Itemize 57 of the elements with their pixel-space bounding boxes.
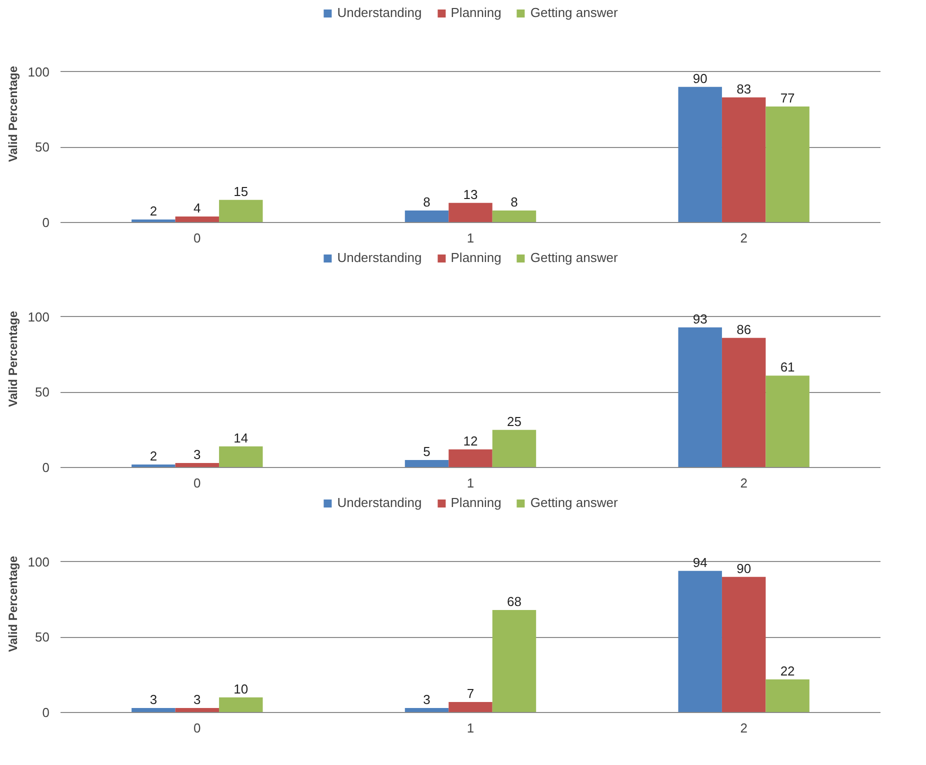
y-tick-label: 100 <box>28 64 50 80</box>
data-label: 77 <box>780 90 795 106</box>
legend-label: Understanding <box>337 250 422 265</box>
legend-label: Planning <box>450 250 502 265</box>
legend-label: Getting answer <box>530 495 618 510</box>
x-tick-label: 0 <box>194 720 201 736</box>
data-label: 83 <box>736 81 752 96</box>
x-tick-label: 1 <box>466 720 474 736</box>
data-label: 10 <box>234 681 248 696</box>
x-tick-label: 2 <box>740 476 748 490</box>
data-label: 14 <box>234 430 248 446</box>
y-tick-label: 100 <box>28 554 50 570</box>
data-label: 3 <box>194 692 201 707</box>
data-label: 4 <box>194 200 201 216</box>
x-tick-label: 2 <box>740 720 748 736</box>
data-label: 93 <box>692 311 708 326</box>
data-label: 86 <box>736 322 752 337</box>
y-tick-label: 0 <box>42 460 50 475</box>
legend-label: Planning <box>450 5 502 20</box>
data-label: 15 <box>234 184 248 199</box>
y-axis-title: Valid Percentage <box>6 310 20 408</box>
data-label: 25 <box>507 414 522 429</box>
data-label: 5 <box>423 444 430 459</box>
data-label: 22 <box>780 663 795 678</box>
y-tick-label: 0 <box>42 215 50 230</box>
y-tick-label: 50 <box>35 384 50 400</box>
data-label: 3 <box>194 446 201 462</box>
legend-label: Getting answer <box>530 250 618 265</box>
data-label: 13 <box>463 186 478 202</box>
y-tick-label: 50 <box>35 630 50 645</box>
data-label: 2 <box>150 448 158 464</box>
data-label: 90 <box>692 70 708 86</box>
data-label: 8 <box>510 194 518 210</box>
data-label: 90 <box>736 560 752 576</box>
x-tick-label: 0 <box>194 476 201 490</box>
data-label: 94 <box>692 554 708 570</box>
data-label: 7 <box>466 686 474 701</box>
x-tick-label: 2 <box>740 230 748 246</box>
data-label: 8 <box>423 194 430 210</box>
y-axis-title: Valid Percentage <box>6 556 20 652</box>
y-axis-title: Valid Percentage <box>6 66 20 162</box>
legend-label: Planning <box>450 495 502 510</box>
y-tick-label: 0 <box>42 705 50 720</box>
data-label: 12 <box>463 433 478 448</box>
y-tick-label: 100 <box>28 309 50 324</box>
x-tick-label: 1 <box>466 230 474 246</box>
legend-label: Understanding <box>337 5 422 20</box>
data-label: 3 <box>423 692 430 707</box>
data-label: 61 <box>780 360 795 375</box>
x-tick-label: 0 <box>194 230 201 246</box>
data-label: 68 <box>507 594 522 610</box>
data-label: 3 <box>150 692 158 707</box>
legend-label: Getting answer <box>530 5 618 20</box>
legend-label: Understanding <box>337 495 422 510</box>
x-tick-label: 1 <box>466 476 474 490</box>
y-tick-label: 50 <box>35 140 50 155</box>
data-label: 2 <box>150 203 158 218</box>
